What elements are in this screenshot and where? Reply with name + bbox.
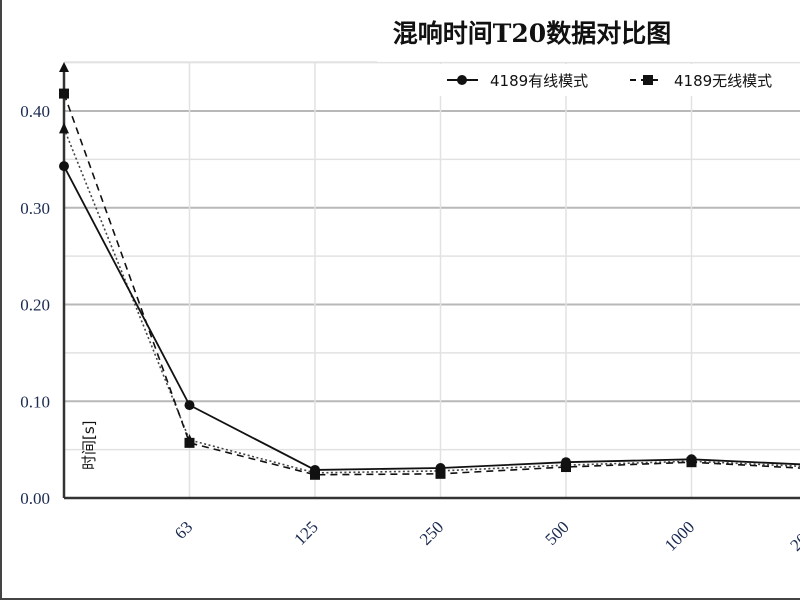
x-tick-label: 500 — [541, 517, 572, 548]
data-point-circle — [184, 400, 195, 411]
data-point-circle — [561, 457, 571, 468]
chart-title: 混响时间T20数据对比图 — [392, 19, 672, 48]
data-point-circle — [435, 463, 446, 474]
x-tick-label: 250 — [416, 517, 447, 548]
series-line — [63, 165, 800, 471]
data-point-triangle — [59, 122, 69, 134]
y-axis-label: 时间[s] — [80, 420, 98, 470]
series-line — [63, 128, 800, 474]
legend-box — [438, 64, 800, 96]
legend-marker-square — [643, 75, 653, 85]
data-point-square — [59, 88, 69, 99]
y-tick-label: 0.10 — [20, 392, 50, 411]
x-tick-label: 1000 — [661, 517, 698, 554]
y-axis-arrow-icon — [59, 62, 69, 72]
legend-label-wireless: 4189无线模式 — [674, 72, 772, 90]
x-tick-label: 2000 — [786, 517, 800, 554]
x-tick-label: 125 — [290, 517, 321, 548]
y-tick-label: 0.20 — [20, 296, 50, 315]
data-point-circle — [59, 161, 69, 172]
data-point-circle — [310, 464, 320, 475]
y-tick-label: 0.40 — [20, 102, 50, 121]
data-point-square — [435, 468, 446, 479]
data-point-square — [184, 437, 195, 448]
x-tick-label: 63 — [171, 517, 196, 542]
y-tick-label: 0.00 — [20, 489, 50, 508]
legend-label-wired: 4189有线模式 — [490, 72, 588, 90]
legend-marker-circle — [457, 75, 467, 85]
y-tick-label: 0.30 — [20, 199, 50, 218]
series-line — [63, 93, 800, 476]
data-point-circle — [686, 454, 697, 465]
